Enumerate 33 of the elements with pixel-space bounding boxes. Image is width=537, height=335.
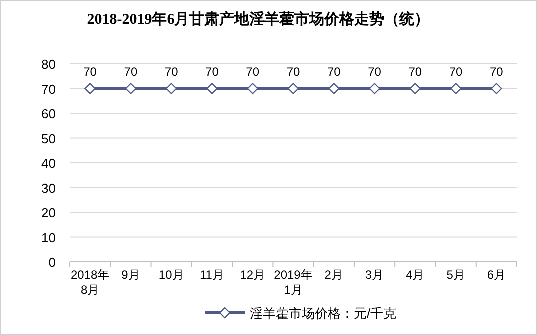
y-tick-label: 70 — [42, 82, 56, 97]
y-tick-label: 0 — [48, 255, 56, 270]
y-tick-label: 20 — [42, 206, 56, 220]
x-tick-label: 12月 — [240, 268, 266, 282]
x-tick-label: 2019年 1月 — [274, 268, 313, 297]
y-tick-label: 80 — [42, 57, 56, 72]
x-tick-label: 3月 — [365, 268, 384, 282]
data-label: 70 — [327, 64, 342, 79]
data-label: 70 — [286, 64, 300, 79]
chart-title: 2018-2019年6月甘肃产地淫羊藿市场价格走势（统） — [87, 10, 430, 28]
data-label: 70 — [490, 64, 504, 79]
data-label: 70 — [164, 64, 179, 79]
x-tick-label: 6月 — [487, 268, 506, 282]
data-label: 70 — [206, 64, 220, 79]
data-label: 70 — [449, 64, 464, 79]
y-tick-label: 30 — [42, 180, 56, 196]
x-tick-label: 10月 — [158, 268, 184, 282]
data-label: 70 — [124, 64, 138, 79]
x-tick-label: 4月 — [406, 268, 425, 282]
y-tick-label: 60 — [42, 106, 56, 122]
x-tick-label: 11月 — [200, 268, 224, 282]
x-tick-label: 5月 — [446, 268, 466, 282]
x-tick-label: 9月 — [122, 268, 140, 282]
y-tick-label: 40 — [42, 156, 56, 171]
data-label: 70 — [246, 64, 260, 79]
data-label: 70 — [84, 64, 98, 79]
data-label: 70 — [368, 64, 382, 79]
legend-label: 淫羊藿市场价格：元/千克 — [250, 306, 397, 321]
y-tick-label: 50 — [42, 131, 56, 146]
y-tick-label: 10 — [42, 230, 56, 246]
x-tick-label: 2月 — [324, 268, 344, 282]
x-tick-label: 2018年 8月 — [70, 268, 110, 297]
data-label: 70 — [408, 64, 422, 79]
